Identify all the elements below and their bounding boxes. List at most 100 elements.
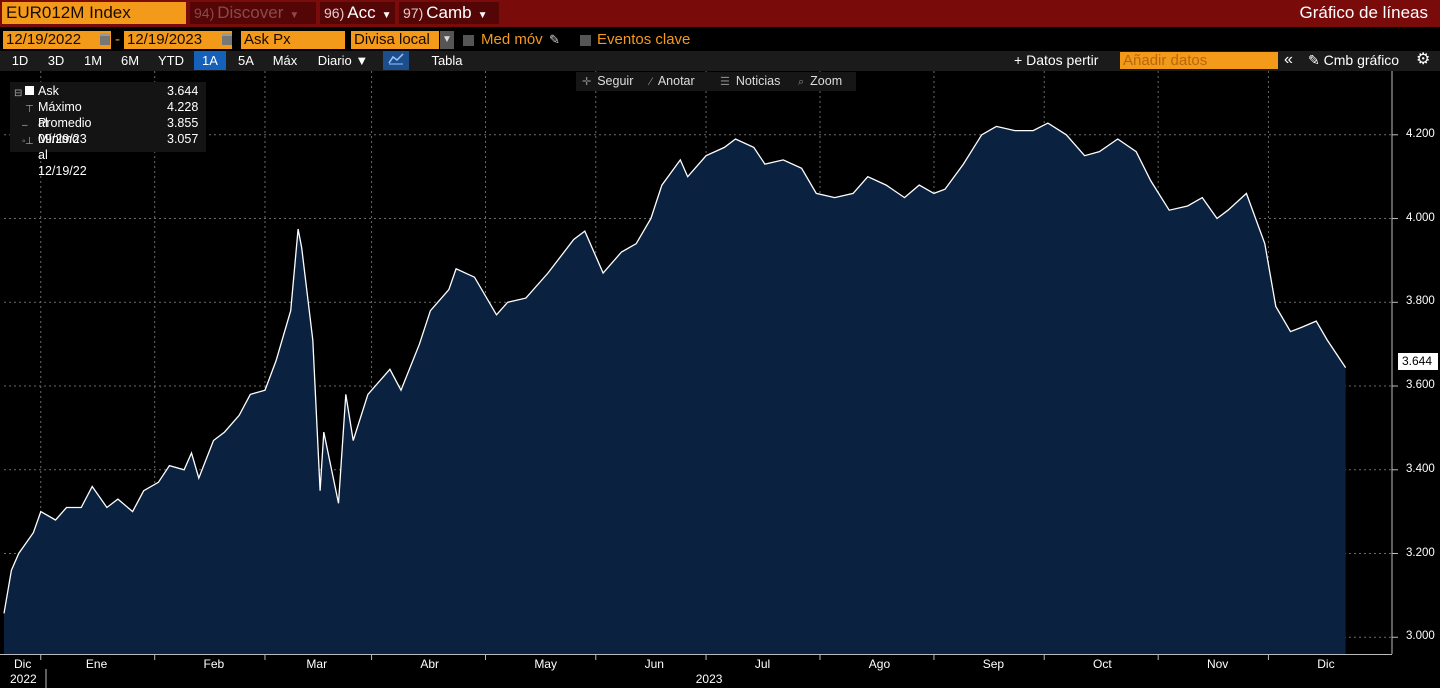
menu-camb[interactable]: 97) Camb ▼ xyxy=(399,2,499,24)
menu-discover[interactable]: 94) Discover ▼ xyxy=(190,2,316,24)
chevron-down-icon: ▼ xyxy=(477,10,488,21)
date-separator: - xyxy=(115,31,120,48)
period-ytd[interactable]: YTD xyxy=(158,53,184,68)
legend-series-label: Ask xyxy=(38,84,59,98)
menu-discover-label: Discover xyxy=(217,3,284,22)
period-max[interactable]: Máx xyxy=(272,53,298,68)
annotate-label: Anotar xyxy=(657,74,695,88)
follow-tool[interactable]: ✛ Seguir xyxy=(582,72,633,91)
end-date-field[interactable]: 12/19/2023 xyxy=(124,31,232,49)
x-tick-label: Jun xyxy=(644,657,664,671)
frequency-select[interactable]: Diario ▼ xyxy=(310,51,376,70)
chevron-down-icon: ▼ xyxy=(289,10,300,21)
add-data-button[interactable]: + Datos pertir xyxy=(1014,51,1098,70)
start-date-field[interactable]: 12/19/2022 xyxy=(3,31,111,49)
news-label: Noticias xyxy=(735,74,781,88)
chart-tools: ✛ Seguir ⁄ Anotar ☰ Noticias ⌕ Zoom xyxy=(576,72,856,91)
collapse-icon[interactable]: « xyxy=(1284,51,1293,68)
key-events-label: Eventos clave xyxy=(597,31,691,48)
plus-icon: + xyxy=(1014,52,1023,68)
y-tick-label: 3.800 xyxy=(1406,295,1435,308)
x-year-label: 2023 xyxy=(695,672,723,686)
axes xyxy=(0,71,1398,688)
change-chart-label: Cmb gráfico xyxy=(1323,52,1400,68)
chevron-down-icon: ▼ xyxy=(381,10,392,21)
follow-label: Seguir xyxy=(597,74,634,88)
news-icon: ☰ xyxy=(720,76,730,88)
period-5a[interactable]: 5A xyxy=(238,53,254,68)
pen-icon: ⁄ xyxy=(650,76,652,88)
frequency-label: Diario xyxy=(317,53,352,68)
pencil-icon: ✎ xyxy=(1308,52,1320,68)
menu-acc[interactable]: 96) Acc ▼ xyxy=(320,2,395,24)
period-6m[interactable]: 6M xyxy=(120,53,140,68)
gear-icon[interactable]: ⚙ xyxy=(1416,51,1431,68)
zoom-label: Zoom xyxy=(810,74,843,88)
x-year-label: 2022 xyxy=(10,672,37,686)
period-3d[interactable]: 3D xyxy=(47,53,65,68)
avg-marker-icon: –◦ xyxy=(22,120,28,147)
x-tick-label: Mar xyxy=(306,657,328,671)
change-chart-button[interactable]: ✎ Cmb gráfico xyxy=(1308,51,1399,70)
period-1a[interactable]: 1A xyxy=(194,51,226,70)
window-title: Gráfico de líneas xyxy=(1299,3,1428,22)
y-tick-label: 3.000 xyxy=(1406,630,1435,643)
chart-legend: ⊟ Ask 3.644 ⊤ Máximo al 09/29/23 4.228 –… xyxy=(10,82,206,178)
news-tool[interactable]: ☰ Noticias xyxy=(720,72,780,91)
x-tick-label: Abr xyxy=(420,657,440,671)
crosshair-icon: ✛ xyxy=(582,76,592,88)
x-tick-label: May xyxy=(534,657,557,671)
expand-icon: ⊟ xyxy=(14,88,23,99)
last-value-tag: 3.644 xyxy=(1398,353,1438,370)
moving-avg-checkbox[interactable] xyxy=(463,35,474,46)
legend-max-label: Máximo al 09/29/23 xyxy=(38,100,87,146)
x-tick-label: Dic xyxy=(1317,657,1335,671)
calendar-icon[interactable] xyxy=(100,33,110,45)
chevron-down-icon[interactable]: ▼ xyxy=(440,31,454,49)
add-data-input[interactable]: Añadir datos xyxy=(1120,52,1278,69)
menu-acc-number: 96) xyxy=(324,5,345,21)
x-tick-label: Oct xyxy=(1093,657,1112,671)
chart-toolbar xyxy=(0,51,1440,71)
menu-camb-number: 97) xyxy=(403,5,424,21)
table-button[interactable]: Tabla xyxy=(431,53,463,68)
y-tick-label: 4.200 xyxy=(1406,127,1435,140)
field-select[interactable]: Ask Px xyxy=(241,31,345,49)
add-data-label: Datos pertir xyxy=(1026,52,1099,68)
series-area xyxy=(4,123,1346,655)
calendar-icon[interactable] xyxy=(222,33,232,45)
y-tick-label: 3.600 xyxy=(1406,379,1435,392)
moving-avg-label: Med móv xyxy=(481,31,543,48)
y-tick-label: 4.000 xyxy=(1406,211,1435,224)
zoom-tool[interactable]: ⌕ Zoom xyxy=(798,72,842,91)
legend-avg-label: Promedio xyxy=(38,116,92,130)
line-chart-mode-button[interactable] xyxy=(383,51,409,70)
x-tick-label: Jul xyxy=(754,657,771,671)
menu-camb-label: Camb xyxy=(426,3,472,22)
legend-series-value: 3.644 xyxy=(167,84,199,98)
currency-select[interactable]: Divisa local xyxy=(351,31,439,49)
x-tick-label: Ago xyxy=(868,657,891,671)
legend-max-value: 4.228 xyxy=(167,100,199,114)
y-tick-label: 3.400 xyxy=(1406,462,1435,475)
min-marker-icon: ⊥ xyxy=(25,136,34,147)
x-tick-label: Sep xyxy=(982,657,1005,671)
annotate-tool[interactable]: ⁄ Anotar xyxy=(650,72,695,91)
y-tick-label: 3.200 xyxy=(1406,546,1435,559)
x-tick-label: Feb xyxy=(203,657,225,671)
pencil-icon[interactable]: ✎ xyxy=(549,32,560,47)
key-events-checkbox[interactable] xyxy=(580,35,591,46)
legend-min-value: 3.057 xyxy=(167,132,199,146)
legend-min-label: Mínimo al 12/19/22 xyxy=(38,132,87,178)
ticker-field[interactable]: EUR012M Index xyxy=(2,2,186,24)
x-tick-label: Ene xyxy=(85,657,108,671)
period-1d[interactable]: 1D xyxy=(11,53,29,68)
series-line xyxy=(3,122,1347,614)
legend-avg-value: 3.855 xyxy=(167,116,199,130)
line-chart[interactable] xyxy=(0,71,1440,688)
line-chart-icon xyxy=(388,53,404,65)
x-tick-label: Dic xyxy=(14,657,32,671)
series-swatch xyxy=(25,86,34,95)
period-1m[interactable]: 1M xyxy=(83,53,103,68)
x-tick-label: Nov xyxy=(1206,657,1229,671)
